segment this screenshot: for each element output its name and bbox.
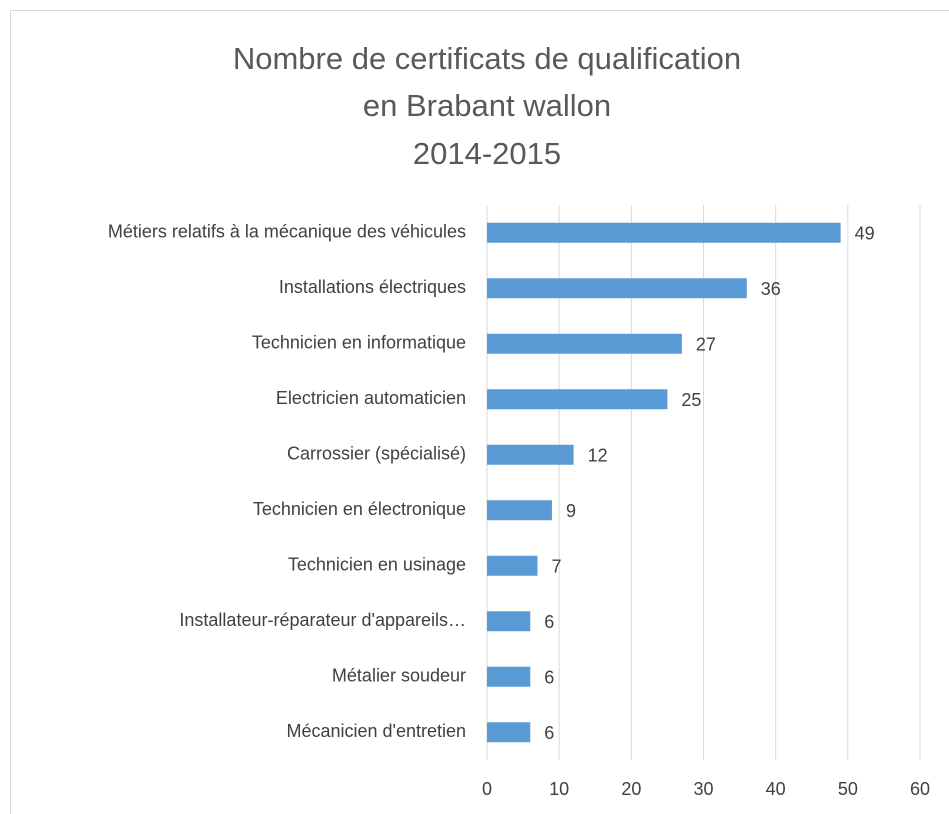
data-label: 12 — [588, 446, 608, 466]
chart-title: 2014-2015 — [413, 136, 561, 171]
data-label: 6 — [544, 668, 554, 688]
bar — [487, 333, 682, 354]
y-tick-label: Métalier soudeur — [332, 666, 466, 686]
bar — [487, 722, 531, 743]
x-tick-label: 50 — [838, 779, 858, 799]
bar — [487, 278, 747, 299]
data-label: 49 — [855, 224, 875, 244]
y-tick-label: Technicien en électronique — [253, 499, 466, 519]
data-label: 25 — [681, 390, 701, 410]
y-tick-label: Technicien en usinage — [288, 555, 466, 575]
x-tick-label: 60 — [910, 779, 930, 799]
x-tick-label: 10 — [549, 779, 569, 799]
x-tick-label: 30 — [693, 779, 713, 799]
bar — [487, 389, 668, 410]
y-tick-label: Métiers relatifs à la mécanique des véhi… — [108, 222, 466, 242]
bar — [487, 222, 841, 243]
data-label: 7 — [552, 557, 562, 577]
y-tick-label: Technicien en informatique — [252, 333, 466, 353]
y-tick-label: Mécanicien d'entretien — [286, 721, 466, 741]
bar — [487, 444, 574, 465]
bar — [487, 555, 538, 576]
x-tick-label: 0 — [482, 779, 492, 799]
data-label: 9 — [566, 501, 576, 521]
data-label: 6 — [544, 723, 554, 743]
data-label: 36 — [761, 279, 781, 299]
y-tick-label: Electricien automaticien — [276, 388, 466, 408]
y-tick-label: Carrossier (spécialisé) — [287, 444, 466, 464]
data-label: 27 — [696, 335, 716, 355]
chart-title: en Brabant wallon — [363, 88, 611, 123]
bar — [487, 611, 531, 632]
x-tick-label: 20 — [621, 779, 641, 799]
data-label: 6 — [544, 612, 554, 632]
y-tick-label: Installateur-réparateur d'appareils… — [179, 610, 466, 630]
bar — [487, 500, 552, 521]
bar — [487, 666, 531, 687]
y-tick-label: Installations électriques — [279, 277, 466, 297]
chart-border — [10, 10, 949, 814]
chart-title: Nombre de certificats de qualification — [233, 41, 741, 76]
x-tick-label: 40 — [766, 779, 786, 799]
